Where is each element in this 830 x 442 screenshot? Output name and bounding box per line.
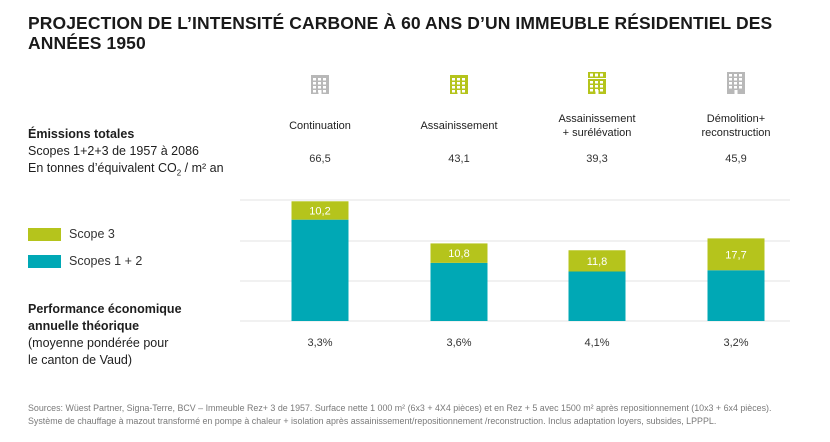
performance-value: 4,1% [584,337,610,349]
scenario-label: Continuation [260,119,380,133]
bar-scope12 [568,271,626,321]
bar-label-scope3: 11,8 [587,256,608,268]
building-icon [308,71,332,95]
scenario-total: 39,3 [586,153,608,165]
scenario-label-line: + surélévation [562,127,632,139]
bar-scope12 [707,270,765,321]
legend-swatch-scope12 [28,254,61,268]
scenario-label-line: Démolition+ [706,113,766,125]
legend-label-scope12: Scopes 1 + 2 [69,254,143,268]
bar-scope12 [430,262,488,321]
emissions-unit: En tonnes d’équivalent CO2 / m² an [28,161,224,178]
bar-label-scope3: 10,2 [309,205,330,217]
performance-value: 3,2% [723,337,749,349]
legend-scope3: Scope 3 [28,226,115,242]
performance-line3: (moyenne pondérée pour [28,336,169,350]
building-tall-icon [724,71,748,95]
scenario-label-line: Assainissement [420,120,498,132]
legend-scope12: Scopes 1 + 2 [28,253,142,269]
scenario-total: 45,9 [725,153,747,165]
bar-scope3 [568,250,626,272]
scenario-label-line: Continuation [289,120,351,132]
bar-label-scope3: 10,8 [448,248,469,260]
bar-scope12 [291,219,349,321]
sources-line2: Système de chauffage à mazout transformé… [28,416,717,426]
performance-label: Performance économique annuelle théoriqu… [28,301,182,369]
scenario-label-line: Assainissement [558,113,636,125]
performance-value: 3,3% [307,337,333,349]
performance-value: 3,6% [446,337,472,349]
performance-line1: Performance économique [28,302,182,316]
bar-scope3 [291,201,349,220]
scenario-total: 43,1 [448,153,470,165]
scenario-label: Assainissement [399,119,519,133]
emissions-label: Émissions totales Scopes 1+2+3 de 1957 à… [28,126,224,182]
building-icon [447,71,471,95]
legend-label-scope3: Scope 3 [69,227,115,241]
scenario-label-line: reconstruction [701,127,771,139]
emissions-heading: Émissions totales [28,127,135,141]
performance-line2: annuelle théorique [28,319,140,333]
emissions-scope-range: Scopes 1+2+3 de 1957 à 2086 [28,144,199,158]
chart-title: PROJECTION DE L’INTENSITÉ CARBONE À 60 A… [28,13,773,53]
bar-label-scope3: 17,7 [725,249,746,261]
legend-swatch-scope3 [28,227,61,241]
sources-note: Sources: Wüest Partner, Signa-Terre, BCV… [28,402,823,428]
building-plus-icon [585,71,609,95]
sources-line1: Sources: Wüest Partner, Signa-Terre, BCV… [28,403,772,413]
bar-scope3 [430,243,488,263]
bar-scope3 [707,238,765,271]
scenario-label: Démolition+ reconstruction [676,112,796,140]
performance-line4: le canton de Vaud) [28,353,133,367]
scenario-total: 66,5 [309,153,331,165]
scenario-label: Assainissement + surélévation [537,112,657,140]
